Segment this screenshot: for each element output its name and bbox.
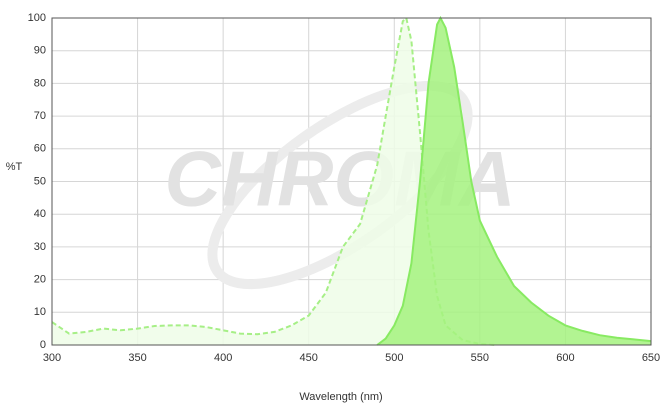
area — [377, 18, 651, 345]
y-tick-label: 100 — [28, 12, 46, 24]
y-tick-label: 0 — [40, 339, 46, 351]
y-tick-label: 40 — [34, 208, 46, 220]
y-tick-label: 10 — [34, 306, 46, 318]
y-tick-label: 60 — [34, 143, 46, 155]
x-tick-label: 550 — [471, 352, 489, 364]
x-tick-label: 600 — [556, 352, 574, 364]
x-tick-label: 650 — [642, 352, 660, 364]
x-axis-label: Wavelength (nm) — [299, 391, 382, 403]
plot-frame — [51, 17, 652, 346]
y-tick-label: 20 — [34, 274, 46, 286]
y-tick-label: 70 — [34, 110, 46, 122]
y-axis-label: %T — [6, 161, 23, 173]
area — [52, 18, 497, 345]
x-tick-label: 500 — [385, 352, 403, 364]
y-tick-label: 30 — [34, 241, 46, 253]
y-tick-label: 90 — [34, 45, 46, 57]
x-tick-label: 350 — [128, 352, 146, 364]
line — [376, 15, 652, 346]
line — [51, 16, 498, 346]
x-tick-label: 400 — [214, 352, 232, 364]
x-tick-label: 300 — [43, 352, 61, 364]
y-tick-label: 50 — [34, 175, 46, 187]
x-tick-label: 450 — [300, 352, 318, 364]
y-tick-label: 80 — [34, 77, 46, 89]
